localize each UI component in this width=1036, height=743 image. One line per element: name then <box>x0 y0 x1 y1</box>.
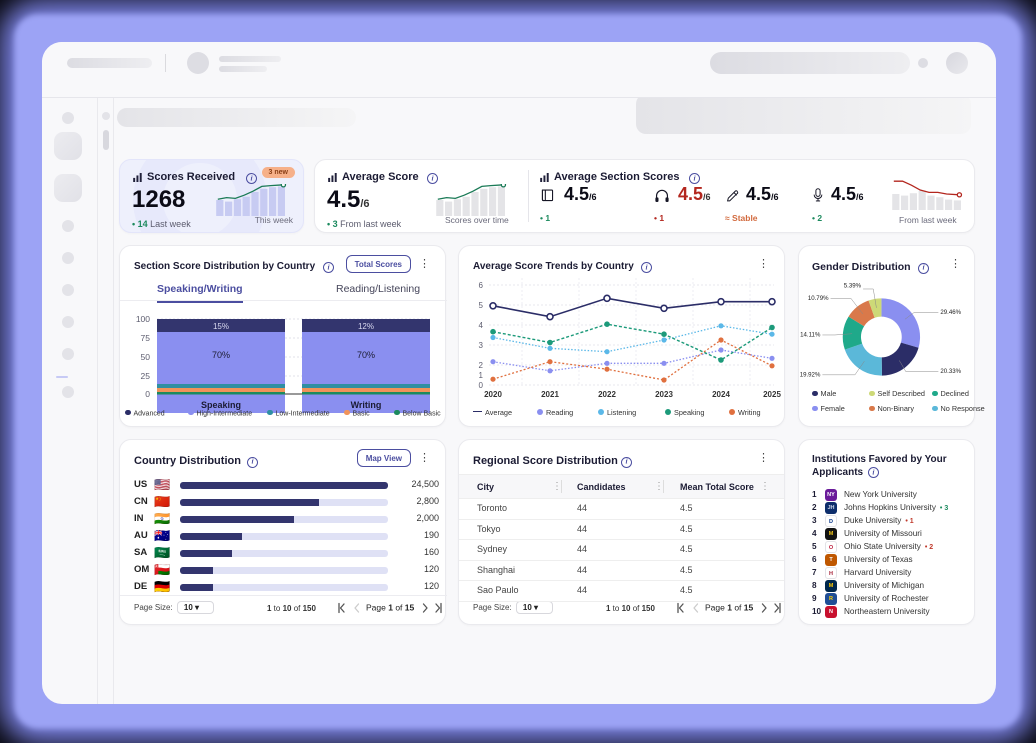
svg-text:2025: 2025 <box>763 390 781 399</box>
svg-text:2: 2 <box>479 361 484 370</box>
svg-text:6: 6 <box>479 281 484 290</box>
svg-text:5.39%: 5.39% <box>844 282 862 289</box>
svg-text:70%: 70% <box>357 350 375 360</box>
svg-text:1: 1 <box>479 371 484 380</box>
svg-text:4: 4 <box>479 321 484 330</box>
svg-text:Speaking: Speaking <box>201 400 241 410</box>
svg-text:2024: 2024 <box>712 390 730 399</box>
svg-text:5: 5 <box>479 301 484 310</box>
svg-text:29.46%: 29.46% <box>940 309 961 316</box>
svg-text:70%: 70% <box>212 350 230 360</box>
svg-text:2020: 2020 <box>484 390 502 399</box>
svg-text:12%: 12% <box>358 322 374 331</box>
svg-text:0: 0 <box>479 381 484 390</box>
svg-text:19.92%: 19.92% <box>800 371 821 378</box>
svg-text:20.33%: 20.33% <box>940 368 961 375</box>
svg-text:Writing: Writing <box>351 400 382 410</box>
svg-text:100: 100 <box>136 314 150 324</box>
svg-text:2022: 2022 <box>598 390 616 399</box>
svg-text:25: 25 <box>141 371 151 381</box>
svg-text:2021: 2021 <box>541 390 559 399</box>
svg-text:0: 0 <box>145 389 150 399</box>
svg-text:15%: 15% <box>213 322 229 331</box>
svg-text:50: 50 <box>141 352 151 362</box>
svg-text:2023: 2023 <box>655 390 673 399</box>
svg-text:14.11%: 14.11% <box>800 332 821 339</box>
svg-text:10.79%: 10.79% <box>808 295 829 302</box>
svg-text:75: 75 <box>141 333 151 343</box>
svg-text:3: 3 <box>479 341 484 350</box>
